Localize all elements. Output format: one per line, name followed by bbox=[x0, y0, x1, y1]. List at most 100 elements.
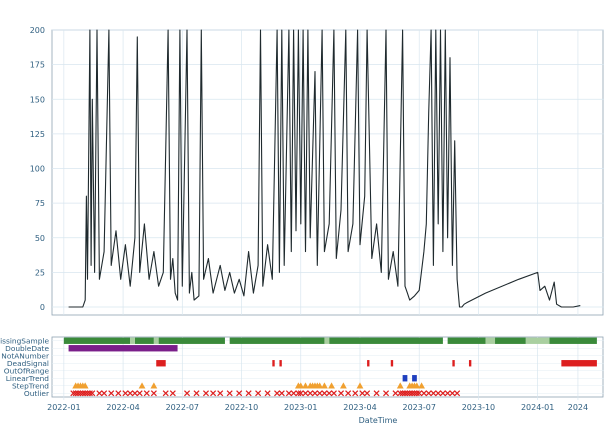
y-tick-label: 50 bbox=[35, 234, 45, 243]
outlier-marker bbox=[143, 390, 150, 397]
outlier-marker bbox=[316, 390, 323, 397]
outlier-marker bbox=[330, 390, 337, 397]
flag-band-deadsignal bbox=[156, 360, 166, 367]
flag-band-missingsample bbox=[158, 337, 225, 344]
y-tick-label: 0 bbox=[40, 303, 45, 312]
outlier-marker bbox=[364, 390, 371, 397]
data-series-line bbox=[68, 29, 581, 308]
outlier-marker bbox=[444, 390, 451, 397]
flag-row-label: NotANumber bbox=[1, 351, 50, 360]
flag-band-deadsignal bbox=[468, 360, 472, 367]
flag-band-missingsample bbox=[549, 337, 597, 344]
outlier-marker bbox=[338, 390, 345, 397]
y-tick-label: 75 bbox=[35, 199, 45, 208]
flag-band-lineartrend bbox=[412, 375, 417, 382]
outlier-marker bbox=[373, 390, 380, 397]
outlier-marker bbox=[274, 390, 281, 397]
outlier-marker bbox=[278, 390, 285, 397]
x-tick-label: 2022-10 bbox=[225, 403, 258, 412]
outlier-marker bbox=[84, 390, 91, 397]
outlier-marker bbox=[184, 390, 191, 397]
flag-row-label: OutOfRange bbox=[4, 366, 50, 375]
x-tick-label: 2023-04 bbox=[343, 403, 376, 412]
steptrend-marker bbox=[339, 382, 347, 389]
outlier-marker bbox=[226, 390, 233, 397]
flag-row-label: DeadSignal bbox=[7, 359, 49, 368]
y-tick-label: 100 bbox=[30, 165, 45, 174]
outlier-marker bbox=[136, 390, 143, 397]
outlier-marker bbox=[297, 390, 304, 397]
steptrend-marker bbox=[396, 382, 404, 389]
outlier-marker bbox=[264, 390, 271, 397]
steptrend-marker bbox=[321, 382, 328, 389]
outlier-marker bbox=[70, 390, 77, 397]
outlier-marker bbox=[406, 390, 413, 397]
flag-row-label: Outlier bbox=[24, 389, 50, 398]
steptrend-marker bbox=[356, 382, 364, 389]
flag-band-doubledate bbox=[68, 345, 178, 352]
outlier-marker bbox=[449, 390, 456, 397]
flag-band-missingsample bbox=[63, 337, 131, 344]
flag-band-lineartrend bbox=[402, 375, 408, 382]
flag-band-deadsignal bbox=[390, 360, 394, 367]
outlier-marker bbox=[311, 390, 318, 397]
flag-band-light-missingsample bbox=[130, 337, 135, 344]
outlier-marker bbox=[285, 390, 292, 397]
outlier-marker bbox=[454, 390, 461, 397]
outlier-marker bbox=[435, 390, 442, 397]
flag-band-deadsignal bbox=[561, 360, 597, 367]
main-plot-frame bbox=[51, 29, 604, 316]
flag-band-missingsample bbox=[134, 337, 154, 344]
flag-band-deadsignal bbox=[279, 360, 282, 367]
outlier-marker bbox=[290, 390, 297, 397]
outlier-marker bbox=[217, 390, 224, 397]
outlier-marker bbox=[82, 390, 89, 397]
outlier-marker bbox=[409, 390, 416, 397]
flag-band-light-missingsample bbox=[525, 337, 550, 344]
outlier-marker bbox=[401, 390, 409, 397]
flag-band-deadsignal bbox=[452, 360, 455, 367]
outlier-marker bbox=[202, 390, 210, 397]
outlier-marker bbox=[122, 390, 129, 397]
steptrend-marker bbox=[150, 382, 158, 389]
x-tick-label: 2024 bbox=[568, 403, 588, 412]
steptrend-marker bbox=[328, 382, 335, 389]
outlier-marker bbox=[413, 390, 420, 397]
outlier-marker bbox=[101, 390, 108, 397]
outlier-marker bbox=[255, 390, 262, 397]
outlier-marker bbox=[302, 390, 309, 397]
outlier-marker bbox=[399, 390, 406, 397]
outlier-marker bbox=[72, 390, 79, 397]
x-tick-label: 2024-01 bbox=[521, 403, 554, 412]
outlier-marker bbox=[236, 390, 243, 397]
outlier-marker bbox=[345, 390, 352, 397]
outlier-marker bbox=[439, 390, 446, 397]
outlier-marker bbox=[115, 390, 122, 397]
x-tick-label: 2022-07 bbox=[166, 403, 199, 412]
outlier-marker bbox=[326, 390, 333, 397]
flag-band-deadsignal bbox=[272, 360, 275, 367]
outlier-marker bbox=[307, 390, 314, 397]
flag-row-label: StepTrend bbox=[12, 381, 49, 390]
outlier-marker bbox=[404, 390, 411, 397]
steptrend-marker bbox=[302, 382, 309, 389]
outlier-marker bbox=[245, 390, 252, 397]
flag-band-missingsample bbox=[447, 337, 486, 344]
steptrend-marker bbox=[418, 382, 425, 389]
y-tick-label: 200 bbox=[30, 26, 45, 35]
steptrend-marker bbox=[316, 382, 324, 389]
outlier-marker bbox=[169, 390, 176, 397]
outlier-marker bbox=[193, 390, 200, 397]
outlier-marker bbox=[86, 390, 93, 397]
flag-band-missingsample bbox=[229, 337, 325, 344]
outlier-marker bbox=[96, 390, 103, 397]
outlier-marker bbox=[321, 390, 328, 397]
outlier-marker bbox=[89, 390, 96, 397]
outlier-marker bbox=[392, 390, 399, 397]
outlier-marker bbox=[108, 390, 115, 397]
flag-row-label: LinearTrend bbox=[6, 374, 50, 383]
outlier-marker bbox=[397, 390, 404, 397]
x-tick-label: 2023-07 bbox=[402, 403, 435, 412]
